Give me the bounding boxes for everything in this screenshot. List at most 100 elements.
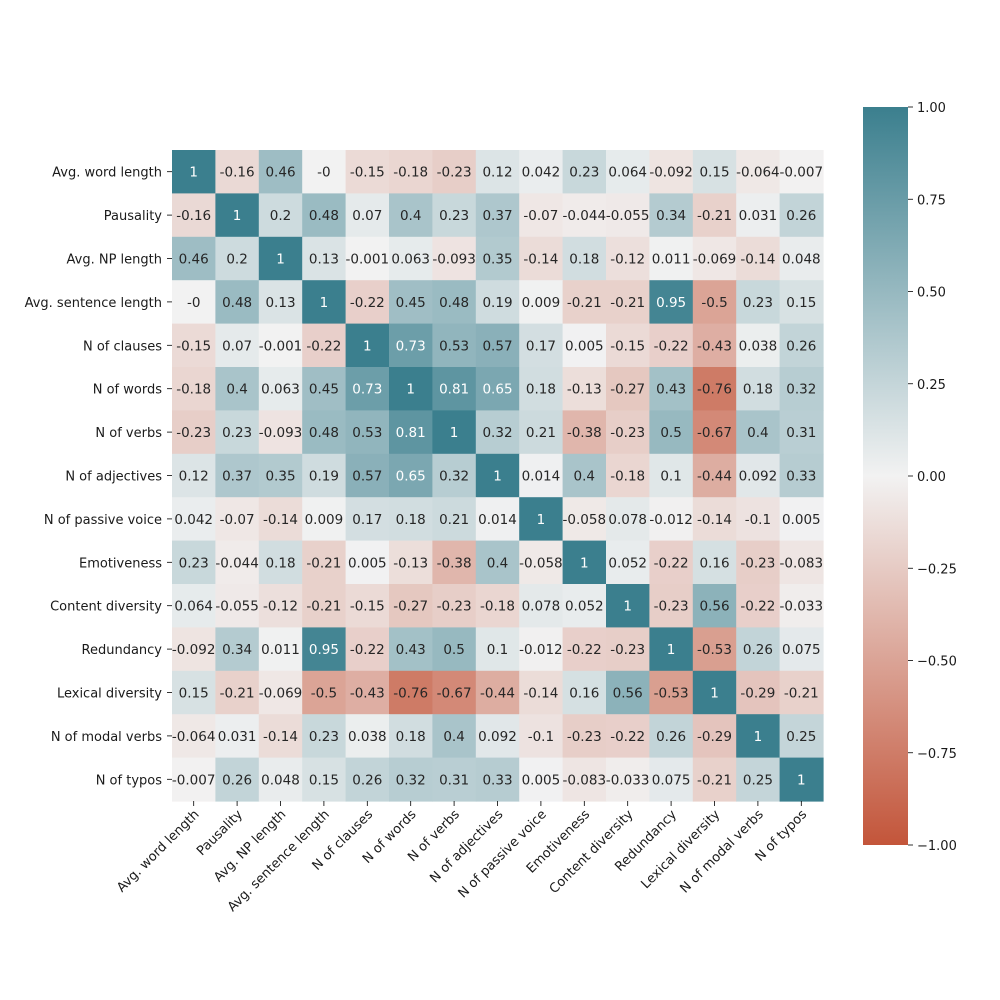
cell-value-label: 0.038 [348, 729, 387, 745]
heatmap-cell-r8-c10 [606, 497, 650, 542]
cell-value-label: 0.43 [396, 642, 426, 658]
heatmap-cell-r3-c4 [345, 280, 390, 325]
heatmap-cell-r9-c4 [345, 540, 390, 585]
cell-value-label: 0.052 [565, 599, 604, 615]
cell-value-label: -0.53 [697, 642, 732, 658]
cell-value-label: -0.007 [172, 772, 216, 788]
cell-value-label: 0.4 [443, 729, 464, 745]
heatmap-cell-r0-c1 [215, 150, 260, 194]
cell-value-label: -0.093 [432, 252, 476, 268]
cell-value-label: 0.4 [226, 382, 247, 398]
cell-value-label: 0.18 [265, 555, 295, 571]
heatmap-cell-r2-c11 [649, 236, 694, 281]
cell-value-label: 0.005 [522, 772, 561, 788]
heatmap-cell-r9-c14 [779, 540, 824, 585]
heatmap-cell-r4-c9 [562, 323, 607, 368]
cell-value-label: -0.21 [697, 772, 732, 788]
cell-value-label: 0.37 [482, 208, 512, 224]
heatmap-cell-r12-c11 [649, 670, 694, 715]
heatmap-cell-r13-c4 [345, 714, 390, 759]
y-tick-label: Avg. sentence length [25, 296, 162, 311]
heatmap-cell-r10-c10 [606, 584, 650, 628]
heatmap-cell-r2-c1 [215, 236, 260, 281]
cell-value-label: 0.15 [179, 686, 209, 702]
heatmap-cell-r11-c3 [302, 627, 347, 672]
heatmap-cell-r13-c10 [606, 714, 650, 759]
cell-value-label: -0.16 [220, 165, 255, 181]
heatmap-cell-r0-c11 [649, 150, 694, 194]
cell-value-label: 0.35 [265, 469, 295, 485]
cell-value-label: -0.14 [263, 512, 298, 528]
cell-value-label: -0.064 [172, 729, 216, 745]
cell-value-label: -0.76 [697, 382, 732, 398]
cell-value-label: -0.38 [567, 425, 602, 441]
heatmap-cell-r12-c10 [606, 670, 650, 715]
heatmap-cell-r12-c3 [302, 670, 347, 715]
heatmap-cell-r10-c6 [432, 584, 477, 628]
heatmap-cell-r7-c5 [389, 453, 433, 498]
cell-value-label: 1 [189, 165, 198, 181]
heatmap-cell-r2-c13 [736, 236, 781, 281]
cell-value-label: 0.23 [222, 425, 252, 441]
heatmap-cell-r5-c14 [779, 367, 824, 411]
y-tick-label: Pausality [104, 209, 163, 224]
cell-value-label: 0.48 [439, 295, 469, 311]
cell-value-label: 0.2 [226, 252, 247, 268]
heatmap-cell-r2-c7 [475, 236, 520, 281]
cell-value-label: 0.17 [352, 512, 382, 528]
heatmap-cell-r14-c11 [649, 757, 694, 802]
colorbar-gradient [863, 107, 908, 845]
cell-value-label: -0.092 [172, 642, 216, 658]
cell-value-label: -0.5 [701, 295, 727, 311]
cell-value-label: 0.5 [443, 642, 464, 658]
cell-value-label: 0.005 [348, 555, 387, 571]
cell-value-label: 1 [233, 208, 242, 224]
cell-value-label: -0.15 [350, 165, 385, 181]
cell-value-label: 1 [320, 295, 329, 311]
cell-value-label: 0.31 [786, 425, 816, 441]
heatmap-cell-r6-c14 [779, 410, 824, 455]
cell-value-label: -0.069 [259, 686, 303, 702]
heatmap-cell-r2-c10 [606, 236, 650, 281]
cell-value-label: 0.063 [391, 252, 430, 268]
heatmap-cell-r6-c5 [389, 410, 433, 455]
colorbar-tick-label: 0.50 [917, 286, 946, 301]
heatmap-cell-r7-c1 [215, 453, 260, 498]
cell-value-label: -0.53 [654, 686, 689, 702]
heatmap-cell-r5-c11 [649, 367, 694, 411]
heatmap-cell-r12-c12 [692, 670, 737, 715]
cell-value-label: -0.14 [523, 686, 558, 702]
cell-value-label: -0.14 [523, 252, 558, 268]
cell-value-label: -0.22 [610, 729, 645, 745]
cell-value-label: 0.5 [660, 425, 681, 441]
heatmap-cell-r8-c11 [649, 497, 694, 542]
cell-value-label: -0.23 [437, 165, 472, 181]
cell-value-label: 0.12 [482, 165, 512, 181]
cell-value-label: 0.48 [309, 208, 339, 224]
cell-value-label: 0.23 [743, 295, 773, 311]
cell-value-label: 1 [623, 599, 632, 615]
cell-value-label: 1 [537, 512, 546, 528]
y-tick-label: N of verbs [95, 426, 162, 441]
cell-value-label: 0.23 [309, 729, 339, 745]
cell-value-label: -0.12 [610, 252, 645, 268]
heatmap-cell-r2-c0 [172, 236, 216, 281]
heatmap-cell-r7-c14 [779, 453, 824, 498]
heatmap-cell-r7-c2 [258, 453, 303, 498]
heatmap-cell-r6-c6 [432, 410, 477, 455]
cell-value-label: -0.44 [697, 469, 732, 485]
cell-value-label: -0.069 [693, 252, 737, 268]
heatmap-cell-r2-c4 [345, 236, 390, 281]
cell-value-label: -0.23 [610, 642, 645, 658]
cell-value-label: 0.011 [652, 252, 691, 268]
heatmap-cell-r5-c7 [475, 367, 520, 411]
heatmap-cell-r9-c13 [736, 540, 781, 585]
heatmap-cell-r4-c3 [302, 323, 347, 368]
heatmap-cell-r6-c0 [172, 410, 216, 455]
heatmap-cell-r1-c6 [432, 193, 477, 238]
heatmap-cell-r13-c6 [432, 714, 477, 759]
heatmap-cell-r14-c12 [692, 757, 737, 802]
cell-value-label: -0.14 [740, 252, 775, 268]
cell-value-label: -0.083 [563, 772, 607, 788]
heatmap-cell-r1-c1 [215, 193, 260, 238]
